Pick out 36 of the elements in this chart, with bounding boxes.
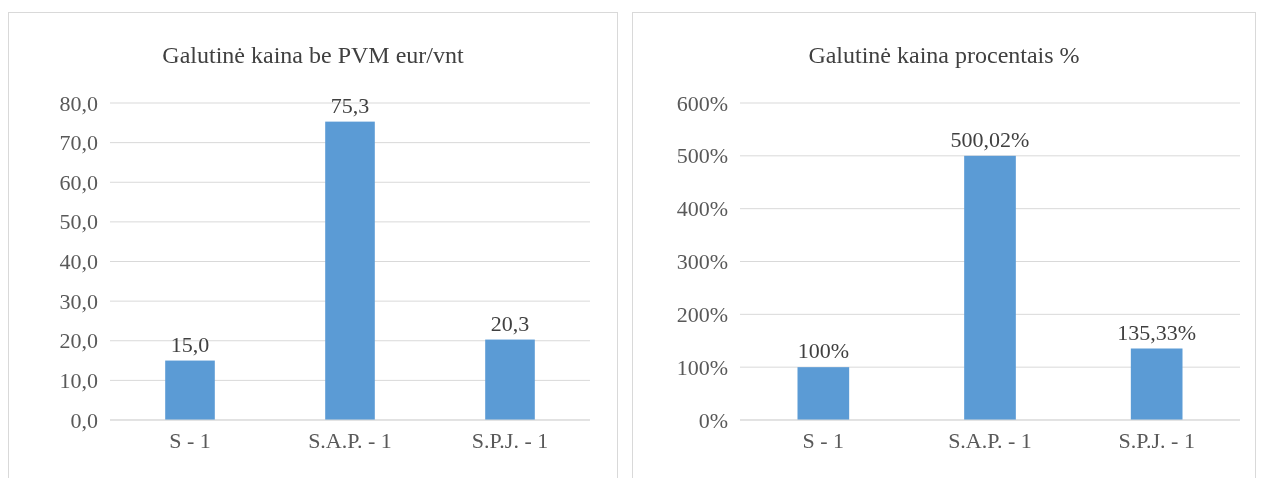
y-tick-label: 0,0 xyxy=(70,407,98,433)
data-label: 20,3 xyxy=(490,310,530,336)
bar xyxy=(1130,348,1183,420)
y-tick-label: 80,0 xyxy=(59,90,98,116)
x-tick-label: S - 1 xyxy=(169,427,211,453)
bar xyxy=(165,360,215,420)
x-tick-label: S.P.J. - 1 xyxy=(1118,427,1195,453)
x-tick-label: S.A.P. - 1 xyxy=(308,427,392,453)
y-tick-label: 100% xyxy=(676,354,728,380)
data-label: 15,0 xyxy=(170,331,210,357)
y-tick-label: 300% xyxy=(676,249,728,275)
y-tick-label: 40,0 xyxy=(59,249,98,275)
y-tick-label: 600% xyxy=(676,90,728,116)
bar xyxy=(485,339,535,420)
y-tick-label: 70,0 xyxy=(59,130,98,156)
data-label: 100% xyxy=(797,338,849,364)
y-tick-label: 10,0 xyxy=(59,367,98,393)
y-tick-label: 50,0 xyxy=(59,209,98,235)
y-tick-label: 200% xyxy=(676,301,728,327)
x-tick-label: S - 1 xyxy=(802,427,845,453)
x-tick-label: S.A.P. - 1 xyxy=(948,427,1032,453)
y-tick-label: 0% xyxy=(698,407,728,433)
y-tick-label: 30,0 xyxy=(59,288,98,314)
x-tick-label: S.P.J. - 1 xyxy=(471,427,549,453)
bar xyxy=(797,367,850,420)
data-label: 135,33% xyxy=(1117,319,1197,345)
data-label: 75,3 xyxy=(330,92,370,118)
bar xyxy=(325,121,375,420)
y-tick-label: 60,0 xyxy=(59,169,98,195)
bar xyxy=(964,155,1016,420)
y-tick-label: 400% xyxy=(676,196,728,222)
chart-title: Galutinė kaina be PVM eur/vnt xyxy=(162,42,464,68)
y-tick-label: 500% xyxy=(676,143,728,169)
data-label: 500,02% xyxy=(950,126,1030,152)
chart-title: Galutinė kaina procentais % xyxy=(808,42,1080,68)
y-tick-label: 20,0 xyxy=(59,328,98,354)
